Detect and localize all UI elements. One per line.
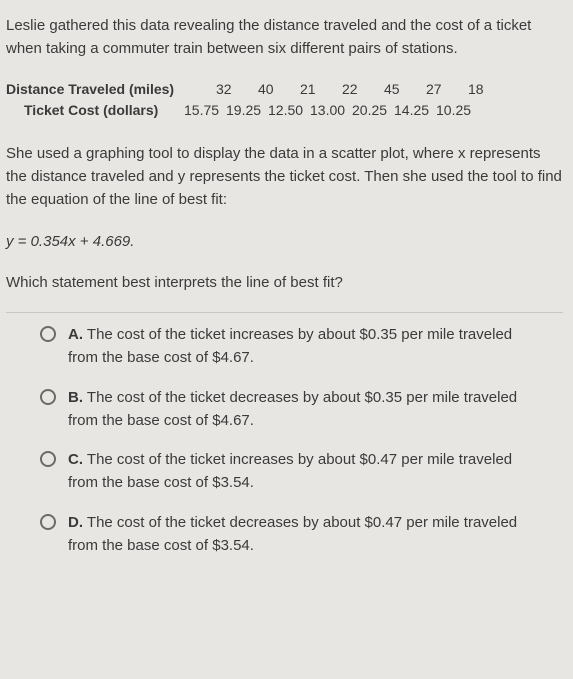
option-body: B. The cost of the ticket decreases by a… xyxy=(68,386,563,433)
question-text: Which statement best interprets the line… xyxy=(6,271,563,294)
option-letter: B. xyxy=(68,389,83,406)
cell: 40 xyxy=(258,79,300,101)
table-row: Distance Traveled (miles) 32 40 21 22 45… xyxy=(6,79,563,101)
cell: 32 xyxy=(216,79,258,101)
cell: 45 xyxy=(384,79,426,101)
cell: 15.75 xyxy=(184,100,226,122)
options-list: A. The cost of the ticket increases by a… xyxy=(6,323,563,557)
cell: 10.25 xyxy=(436,100,478,122)
cell: 13.00 xyxy=(310,100,352,122)
option-text-cont: from the base cost of $3.54. xyxy=(68,471,563,494)
data-table: Distance Traveled (miles) 32 40 21 22 45… xyxy=(6,79,563,122)
option-b[interactable]: B. The cost of the ticket decreases by a… xyxy=(40,386,563,433)
row-label-distance: Distance Traveled (miles) xyxy=(6,79,216,101)
option-body: A. The cost of the ticket increases by a… xyxy=(68,323,563,370)
option-text: The cost of the ticket increases by abou… xyxy=(87,326,512,343)
option-a[interactable]: A. The cost of the ticket increases by a… xyxy=(40,323,563,370)
radio-icon[interactable] xyxy=(40,389,56,405)
option-text-cont: from the base cost of $4.67. xyxy=(68,409,563,432)
cell: 27 xyxy=(426,79,468,101)
intro-paragraph: Leslie gathered this data revealing the … xyxy=(6,14,563,61)
option-c[interactable]: C. The cost of the ticket increases by a… xyxy=(40,448,563,495)
option-body: C. The cost of the ticket increases by a… xyxy=(68,448,563,495)
option-d[interactable]: D. The cost of the ticket decreases by a… xyxy=(40,511,563,558)
equation-text: y = 0.354x + 4.669. xyxy=(6,230,563,253)
cell: 21 xyxy=(300,79,342,101)
table-row: Ticket Cost (dollars) 15.75 19.25 12.50 … xyxy=(6,100,563,122)
cell: 19.25 xyxy=(226,100,268,122)
option-text: The cost of the ticket decreases by abou… xyxy=(87,389,517,406)
cell: 18 xyxy=(468,79,510,101)
option-letter: C. xyxy=(68,451,83,468)
cell: 12.50 xyxy=(268,100,310,122)
radio-icon[interactable] xyxy=(40,326,56,342)
cell: 22 xyxy=(342,79,384,101)
radio-icon[interactable] xyxy=(40,514,56,530)
option-body: D. The cost of the ticket decreases by a… xyxy=(68,511,563,558)
option-text-cont: from the base cost of $4.67. xyxy=(68,346,563,369)
divider xyxy=(6,312,563,313)
cell: 14.25 xyxy=(394,100,436,122)
option-text-cont: from the base cost of $3.54. xyxy=(68,534,563,557)
option-text: The cost of the ticket increases by abou… xyxy=(87,451,512,468)
context-paragraph: She used a graphing tool to display the … xyxy=(6,142,563,212)
cell: 20.25 xyxy=(352,100,394,122)
option-text: The cost of the ticket decreases by abou… xyxy=(87,514,517,531)
option-letter: D. xyxy=(68,514,83,531)
radio-icon[interactable] xyxy=(40,451,56,467)
row-label-cost: Ticket Cost (dollars) xyxy=(6,100,184,122)
option-letter: A. xyxy=(68,326,83,343)
